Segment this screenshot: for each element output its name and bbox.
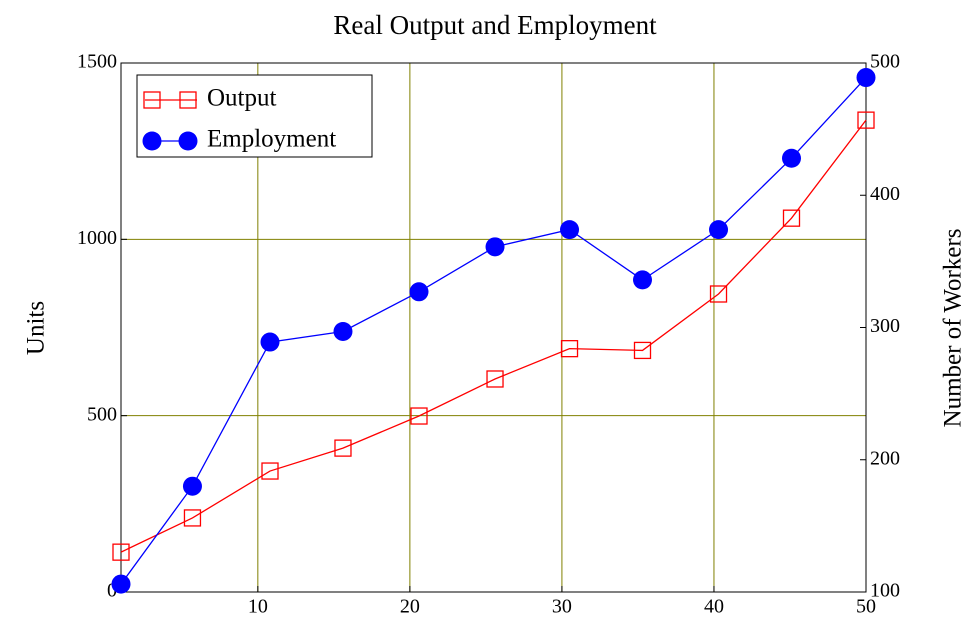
marker <box>856 68 876 88</box>
marker <box>179 91 197 109</box>
legend-label: Employment <box>207 126 336 153</box>
y2-tick-label: 200 <box>870 447 900 469</box>
marker <box>143 91 161 109</box>
x-tick-label: 50 <box>856 596 876 618</box>
y2-tick-label: 400 <box>870 183 900 205</box>
y-axis-label: Units <box>23 301 50 355</box>
x-tick-label: 30 <box>552 596 572 618</box>
marker <box>709 285 728 303</box>
marker <box>782 148 801 168</box>
legend: Output Employment <box>136 74 373 158</box>
y-tick-label: 500 <box>87 403 117 425</box>
marker <box>142 131 162 151</box>
marker <box>410 407 428 425</box>
marker <box>857 111 875 129</box>
marker <box>182 476 202 496</box>
marker <box>183 509 202 527</box>
marker <box>112 543 130 561</box>
y-tick-label: 0 <box>107 580 117 602</box>
marker <box>560 340 579 358</box>
marker <box>560 220 580 240</box>
marker <box>485 237 505 257</box>
x-tick-label: 10 <box>248 596 268 618</box>
y-tick-label: 1500 <box>77 51 117 73</box>
marker <box>261 462 279 480</box>
marker <box>260 332 280 352</box>
marker <box>709 220 729 240</box>
y-tick-label: 1000 <box>77 227 117 249</box>
x-tick-label: 20 <box>400 596 420 618</box>
y2-axis-label: Number of Workers <box>940 229 967 428</box>
y2-tick-label: 100 <box>870 580 900 602</box>
marker <box>782 209 801 227</box>
y2-tick-label: 500 <box>870 51 900 73</box>
marker <box>333 321 353 341</box>
plot-frame <box>120 62 867 593</box>
marker <box>633 341 652 360</box>
marker <box>409 282 429 302</box>
series-line <box>120 119 867 553</box>
marker <box>486 370 504 388</box>
y2-tick-label: 300 <box>870 315 900 337</box>
chart-title: Real Output and Employment <box>333 10 657 40</box>
legend-label: Output <box>207 85 277 112</box>
x-tick-label: 40 <box>704 596 724 618</box>
legend-box <box>136 74 373 158</box>
marker <box>178 131 198 151</box>
marker <box>111 574 131 594</box>
marker <box>334 439 352 457</box>
marker <box>633 270 652 290</box>
